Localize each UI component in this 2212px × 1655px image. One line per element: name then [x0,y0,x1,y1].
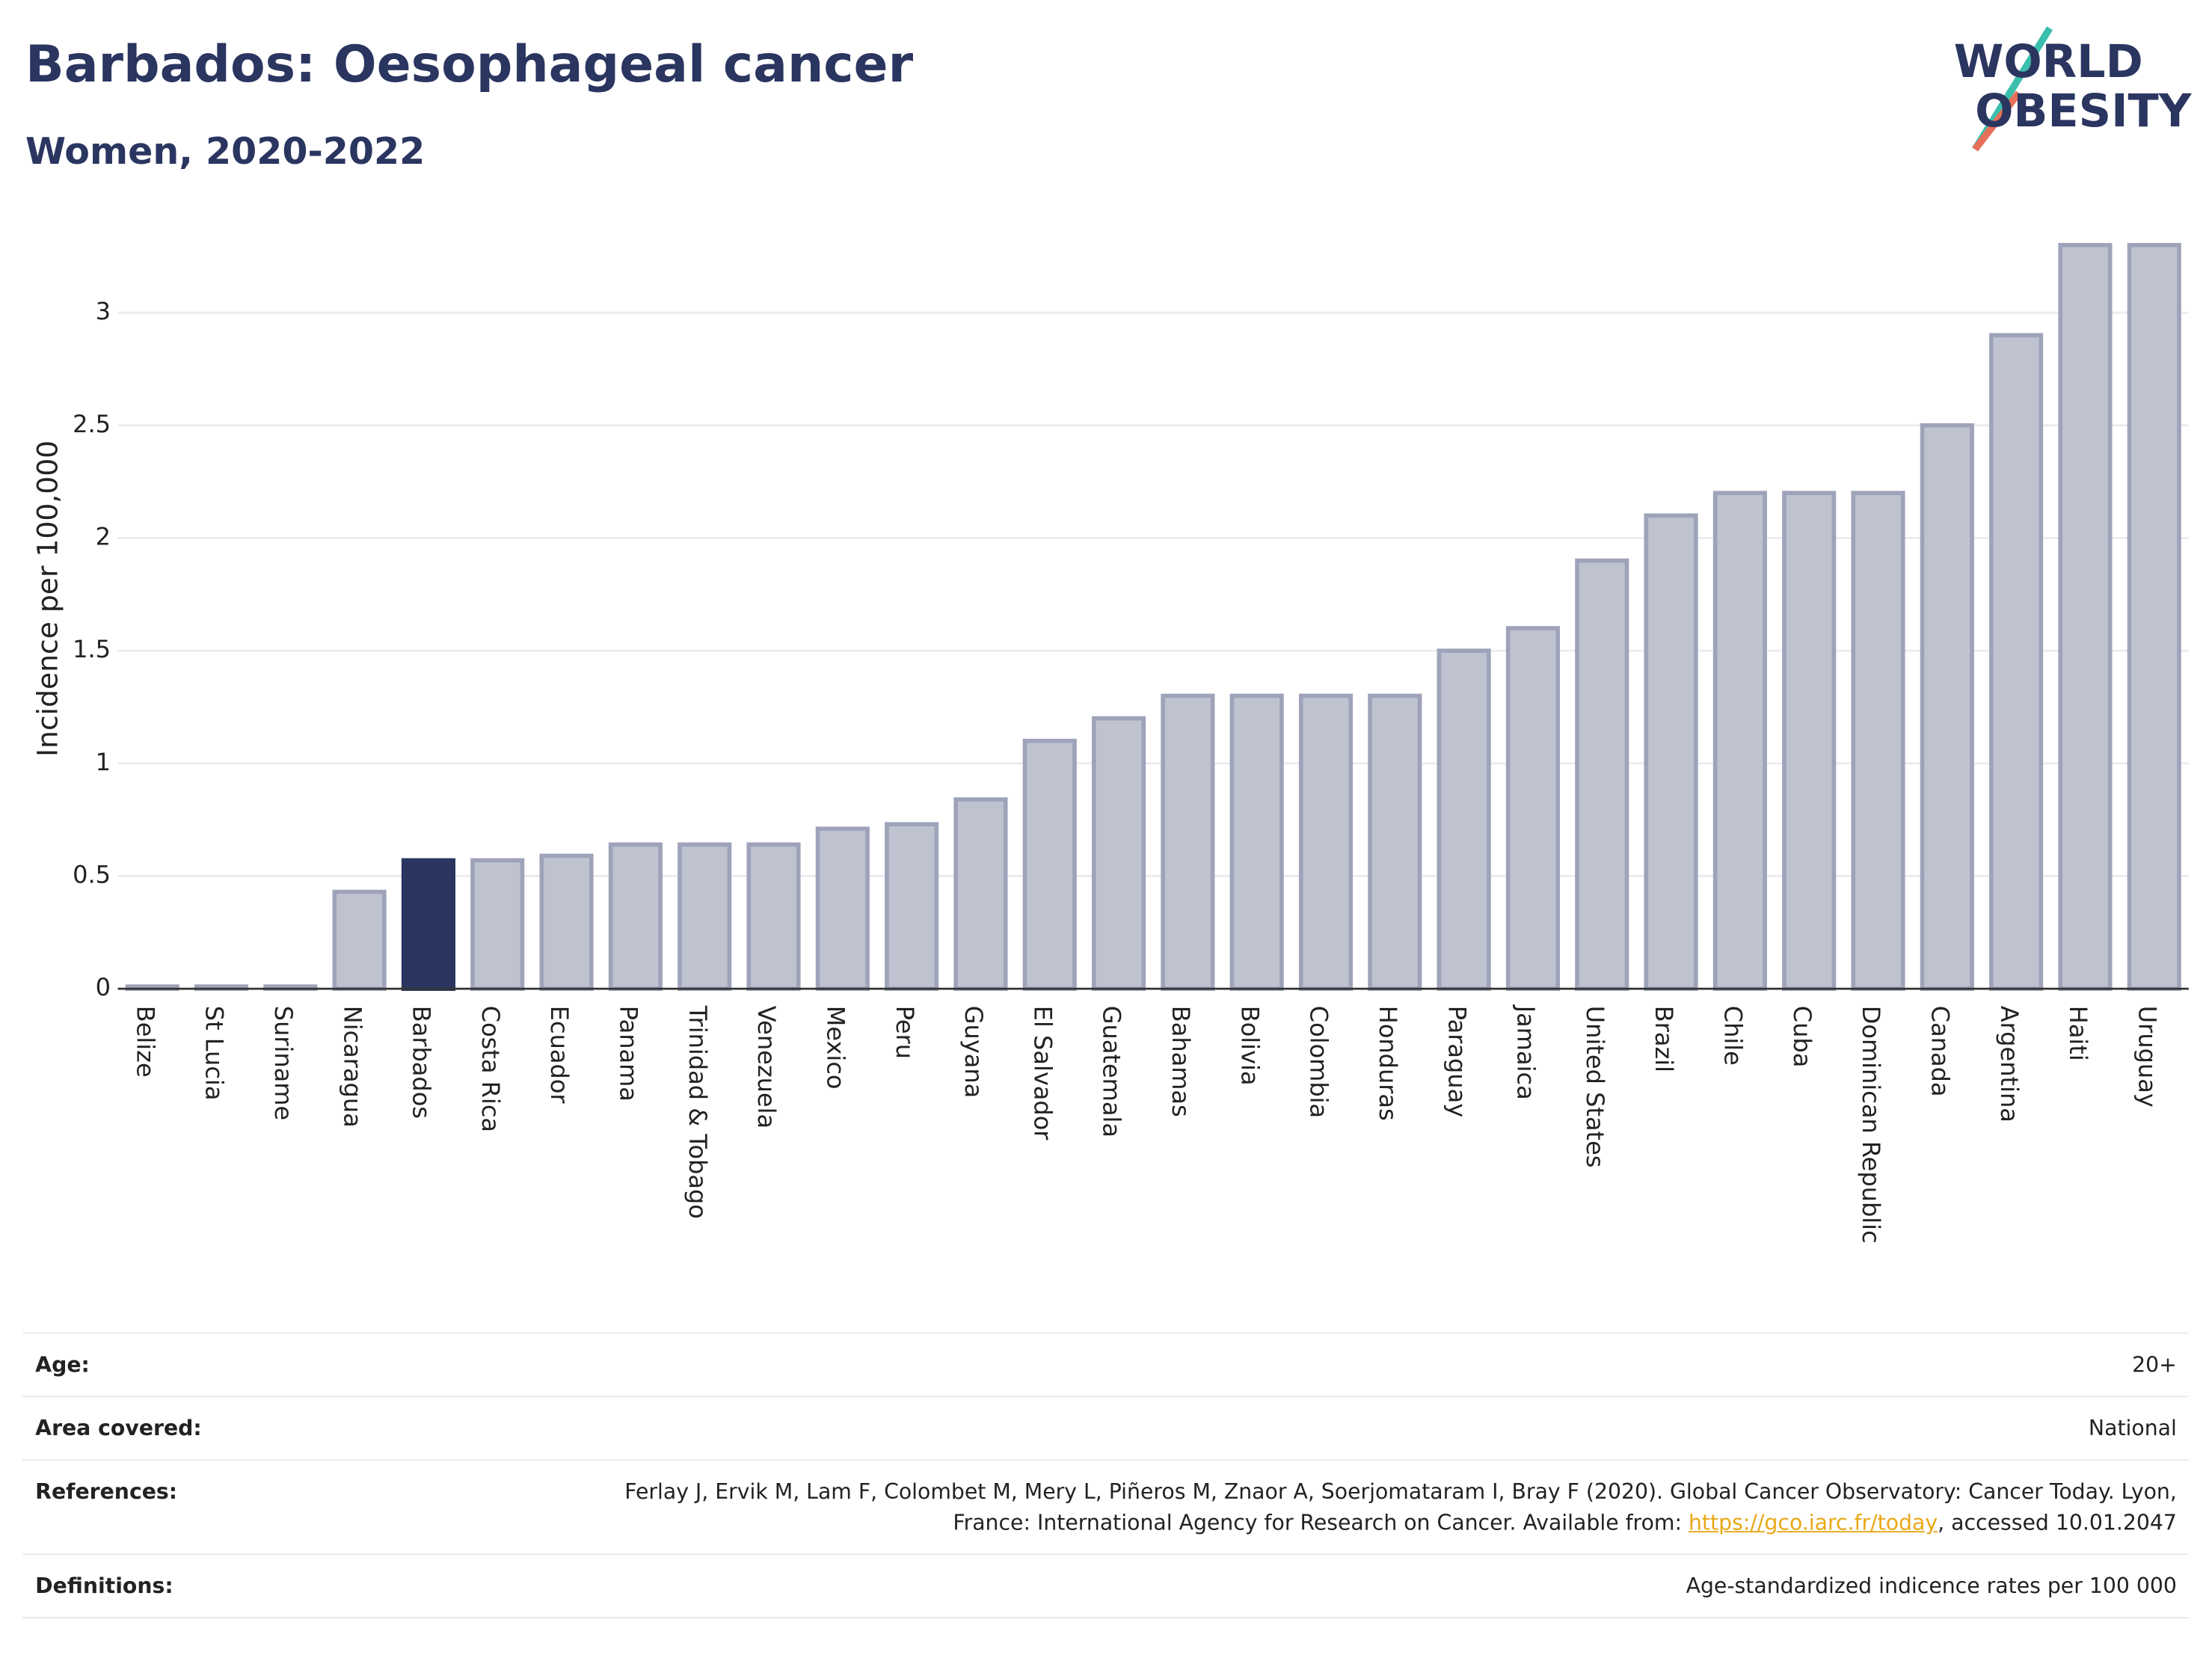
x-tick-label: Uruguay [2133,1006,2161,1108]
x-tick-label: Panama [615,1006,643,1102]
x-tick-label: Cuba [1788,1006,1816,1068]
bar [1298,693,1354,991]
bar [678,842,732,991]
row-label: Area covered: [35,1415,202,1441]
x-tick-label: Argentina [1995,1006,2024,1123]
row-value: Age-standardized indicence rates per 100… [1686,1573,2177,1599]
row-value: Ferlay J, Ervik M, Lam F, Colombet M, Me… [597,1476,2177,1538]
x-tick-label: Paraguay [1443,1006,1471,1117]
bar [539,853,594,991]
x-tick-label: Haiti [2064,1006,2092,1061]
chart: Barbados: Oesophageal cancer Women, 2020… [25,26,2193,1244]
details-row: Area covered: National [22,1395,2188,1459]
x-tick-label: Bolivia [1235,1006,1264,1086]
x-tick-label: Bahamas [1167,1006,1195,1117]
x-tick-label: Mexico [821,1006,850,1090]
bar [885,822,939,991]
x-tick-label: Jamaica [1512,1004,1540,1100]
y-tick-label: 1 [96,748,111,776]
y-tick-label: 0.5 [73,860,111,888]
bar [1368,693,1422,991]
bar [1782,491,1837,991]
bar [2127,242,2181,991]
y-tick-label: 2 [96,522,111,550]
y-tick-label: 1.5 [73,635,111,663]
bar [1022,738,1077,991]
details-table: Age: 20+ Area covered: National References… [22,1332,2188,1619]
chart-subtitle: Women, 2020-2022 [25,130,425,173]
bar [1851,491,1905,991]
x-tick-label: Nicaragua [338,1006,366,1128]
bar [332,889,387,991]
row-label: References: [35,1479,178,1505]
bar [1920,423,1974,991]
details-row: References: Ferlay J, Ervik M, Lam F, Col… [22,1459,2188,1553]
x-tick-label: St Lucia [200,1006,229,1101]
logo-text: WORLD [1954,36,2143,88]
x-tick-label: United States [1581,1006,1609,1168]
chart-title: Barbados: Oesophageal cancer [25,35,914,94]
logo-text: OBESITY [1975,85,2193,138]
bar [746,842,801,991]
row-value: 20+ [2132,1352,2177,1378]
x-tick-label: Chile [1719,1006,1748,1066]
reference-text: , accessed 10.01.2047 [1938,1510,2177,1535]
x-tick-label: Trinidad & Tobago [683,1005,712,1219]
bar [1712,491,1767,991]
logo-slash [1972,90,2022,152]
bar [1575,558,1629,991]
bar [608,842,663,991]
x-tick-label: Guatemala [1098,1006,1126,1137]
x-tick-label: Ecuador [545,1006,574,1105]
x-tick-label: Suriname [269,1006,298,1120]
x-tick-label: Costa Rica [476,1006,505,1132]
row-label: Definitions: [35,1573,173,1599]
bar [1091,716,1146,991]
x-tick-label: Venezuela [752,1006,781,1129]
y-axis-title: Incidence per 100,000 [31,440,64,757]
bar [1644,513,1698,991]
bar [2058,242,2113,991]
y-tick-label: 0 [96,973,111,1001]
x-tick-label: Barbados [408,1006,436,1119]
y-tick-label: 2.5 [73,410,111,438]
x-tick-label: Dominican Republic [1857,1006,1885,1244]
x-tick-label: Peru [891,1006,919,1059]
bar [1229,693,1284,991]
x-tick-label: Canada [1926,1006,1954,1097]
x-tick-label: Guyana [959,1006,988,1099]
x-tick-label: Honduras [1374,1006,1402,1121]
bar [815,826,870,991]
bar [1505,626,1560,991]
details-row: Definitions: Age-standardized indicence r… [22,1553,2188,1619]
x-tick-label: El Salvador [1028,1006,1057,1141]
x-tick-label: Brazil [1650,1006,1678,1072]
row-label: Age: [35,1352,90,1378]
y-tick-label: 3 [96,297,111,325]
x-tick-label: Belize [131,1006,159,1078]
x-tick-label: Colombia [1305,1006,1333,1118]
bar [470,858,525,991]
bar [953,797,1008,991]
bar [401,858,455,991]
reference-text: Ferlay J, Ervik M, Lam F, Colombet M, Me… [624,1479,2177,1535]
reference-link[interactable]: https://gco.iarc.fr/today [1688,1510,1938,1535]
row-value: National [2088,1415,2177,1441]
details-row: Age: 20+ [22,1332,2188,1396]
bar [1989,333,2044,991]
bar [1161,693,1215,991]
bar [1437,648,1491,991]
